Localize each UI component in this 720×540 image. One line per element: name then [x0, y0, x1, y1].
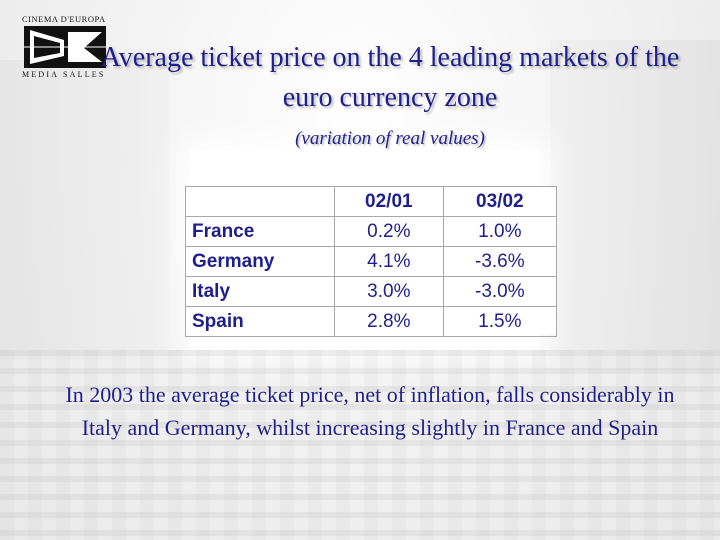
row-label: Spain — [185, 306, 335, 337]
table-cell: 0.2% — [334, 216, 444, 247]
background-seats — [0, 350, 720, 540]
table-cell: 1.0% — [442, 216, 558, 247]
row-label: Germany — [185, 246, 335, 277]
table-cell: -3.6% — [442, 246, 558, 277]
row-label: France — [185, 216, 335, 247]
price-table: 02/01 03/02 France 0.2% 1.0% Germany 4.1… — [185, 186, 558, 337]
background-wall-right — [550, 40, 720, 370]
table-row: France 0.2% 1.0% — [185, 216, 558, 247]
table-header-cell: 03/02 — [442, 186, 558, 217]
table-header-cell: 02/01 — [334, 186, 444, 217]
table-cell: 3.0% — [334, 276, 444, 307]
logo-bottom-text: MEDIA SALLES — [22, 70, 106, 79]
media-salles-logo: CINEMA D'EUROPA MEDIA SALLES — [22, 14, 112, 80]
slide-title: Average ticket price on the 4 leading ma… — [100, 42, 680, 113]
background-wall-left — [0, 60, 170, 360]
logo-top-text: CINEMA D'EUROPA — [22, 14, 106, 24]
table-cell: 2.8% — [334, 306, 444, 337]
table-row: Germany 4.1% -3.6% — [185, 246, 558, 277]
summary-text: In 2003 the average ticket price, net of… — [65, 382, 675, 440]
table-cell: -3.0% — [442, 276, 558, 307]
slide-subtitle: (variation of real values) — [295, 128, 485, 149]
logo-mark-icon — [24, 26, 106, 68]
table-row: Italy 3.0% -3.0% — [185, 276, 558, 307]
table-header-corner — [185, 186, 335, 217]
table-cell: 4.1% — [334, 246, 444, 277]
table-row: Spain 2.8% 1.5% — [185, 306, 558, 337]
table-cell: 1.5% — [442, 306, 558, 337]
table-header-row: 02/01 03/02 — [185, 186, 558, 217]
row-label: Italy — [185, 276, 335, 307]
price-table-container: 02/01 03/02 France 0.2% 1.0% Germany 4.1… — [185, 186, 558, 337]
